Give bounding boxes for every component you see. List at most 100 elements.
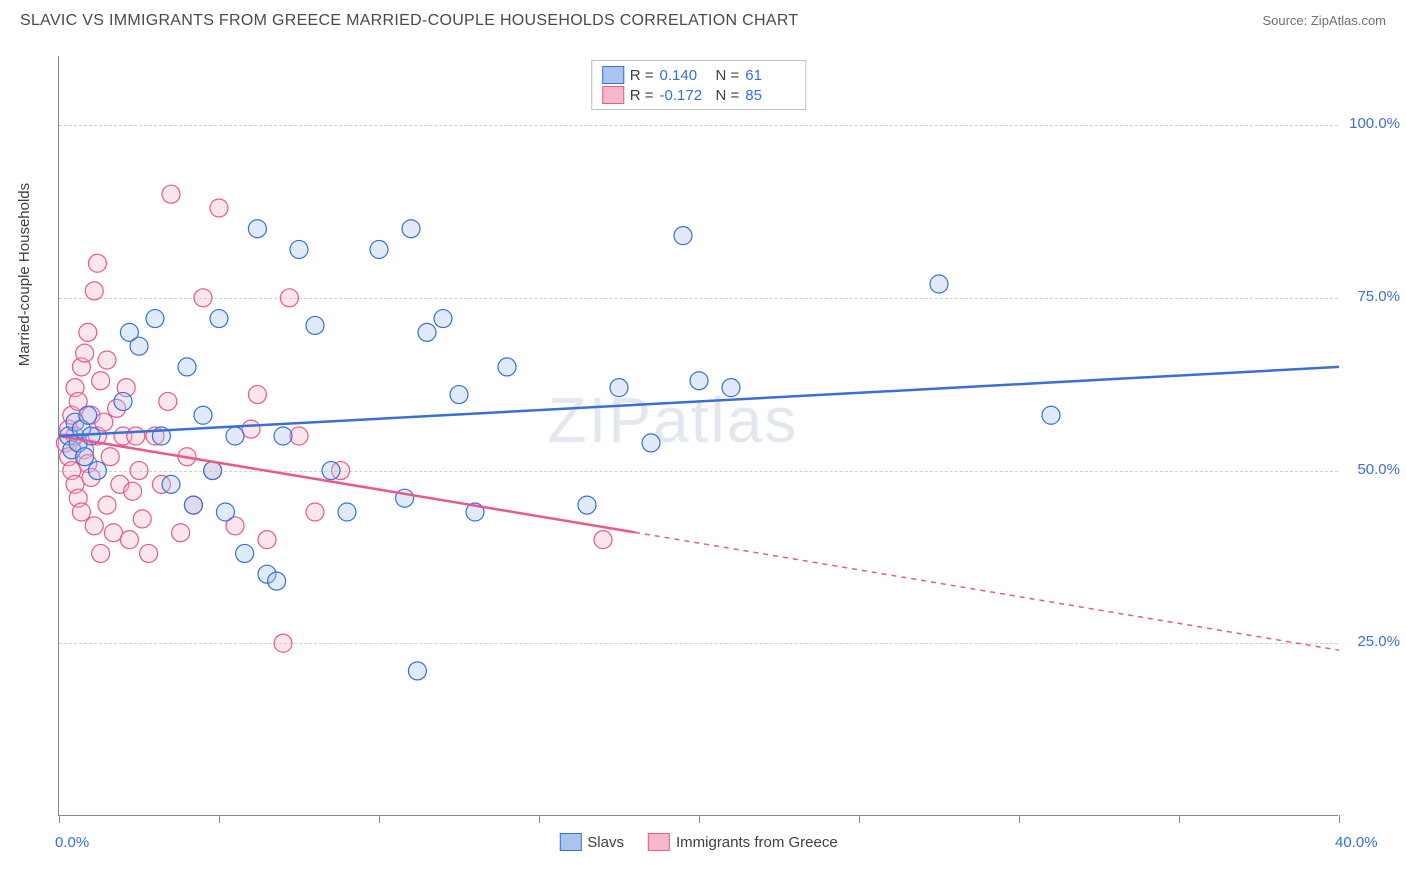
data-point <box>92 544 110 562</box>
legend-r-label: R = <box>630 87 654 104</box>
data-point <box>98 351 116 369</box>
data-point <box>1042 406 1060 424</box>
data-point <box>242 420 260 438</box>
data-point <box>120 531 138 549</box>
x-tick-label: 0.0% <box>55 834 89 851</box>
plot-svg <box>59 56 1338 815</box>
legend-n-value-slavs: 61 <box>745 67 795 84</box>
y-tick-label: 25.0% <box>1342 633 1400 650</box>
data-point <box>306 503 324 521</box>
data-point <box>194 406 212 424</box>
legend-correlation: R = 0.140 N = 61 R = -0.172 N = 85 <box>591 60 807 110</box>
data-point <box>290 240 308 258</box>
legend-r-value-slavs: 0.140 <box>660 67 710 84</box>
data-point <box>146 310 164 328</box>
legend-swatch-immigrants <box>602 86 624 104</box>
data-point <box>101 448 119 466</box>
data-point <box>140 544 158 562</box>
x-tick <box>59 815 60 823</box>
data-point <box>290 427 308 445</box>
data-point <box>930 275 948 293</box>
x-tick <box>1339 815 1340 823</box>
data-point <box>216 503 234 521</box>
data-point <box>450 386 468 404</box>
data-point <box>88 462 106 480</box>
data-point <box>159 392 177 410</box>
data-point <box>594 531 612 549</box>
data-point <box>76 448 94 466</box>
data-point <box>610 379 628 397</box>
data-point <box>178 358 196 376</box>
data-point <box>408 662 426 680</box>
data-point <box>248 386 266 404</box>
data-point <box>268 572 286 590</box>
chart-container: Married-couple Households ZIPatlas R = 0… <box>12 48 1392 868</box>
legend-n-label: N = <box>716 87 740 104</box>
data-point <box>210 310 228 328</box>
data-point <box>162 185 180 203</box>
legend-r-label: R = <box>630 67 654 84</box>
data-point <box>127 427 145 445</box>
data-point <box>72 503 90 521</box>
data-point <box>642 434 660 452</box>
plot-area: ZIPatlas R = 0.140 N = 61 R = -0.172 N =… <box>58 56 1338 816</box>
legend-r-value-immigrants: -0.172 <box>660 87 710 104</box>
data-point <box>370 240 388 258</box>
data-point <box>498 358 516 376</box>
data-point <box>226 427 244 445</box>
data-point <box>674 227 692 245</box>
legend-swatch-slavs <box>559 833 581 851</box>
data-point <box>133 510 151 528</box>
data-point <box>98 496 116 514</box>
data-point <box>184 496 202 514</box>
legend-label-immigrants: Immigrants from Greece <box>676 834 838 851</box>
y-tick-label: 50.0% <box>1342 461 1400 478</box>
legend-swatch-slavs <box>602 66 624 84</box>
x-tick <box>1019 815 1020 823</box>
legend-item-immigrants: Immigrants from Greece <box>648 833 838 851</box>
x-tick <box>699 815 700 823</box>
x-tick-label: 40.0% <box>1335 834 1378 851</box>
y-tick-label: 100.0% <box>1342 115 1400 132</box>
data-point <box>258 531 276 549</box>
data-point <box>79 323 97 341</box>
data-point <box>418 323 436 341</box>
data-point <box>722 379 740 397</box>
data-point <box>92 372 110 390</box>
legend-label-slavs: Slavs <box>587 834 624 851</box>
data-point <box>95 413 113 431</box>
legend-n-label: N = <box>716 67 740 84</box>
data-point <box>162 475 180 493</box>
data-point <box>194 289 212 307</box>
data-point <box>204 462 222 480</box>
data-point <box>236 544 254 562</box>
data-point <box>130 462 148 480</box>
data-point <box>280 289 298 307</box>
x-tick <box>1179 815 1180 823</box>
data-point <box>578 496 596 514</box>
chart-title: SLAVIC VS IMMIGRANTS FROM GREECE MARRIED… <box>20 12 798 30</box>
data-point <box>79 406 97 424</box>
data-point <box>248 220 266 238</box>
x-tick <box>379 815 380 823</box>
legend-swatch-immigrants <box>648 833 670 851</box>
data-point <box>338 503 356 521</box>
regression-line-extrapolated <box>635 532 1339 650</box>
data-point <box>690 372 708 390</box>
legend-series: Slavs Immigrants from Greece <box>559 833 837 851</box>
data-point <box>88 254 106 272</box>
data-point <box>104 524 122 542</box>
x-tick <box>859 815 860 823</box>
data-point <box>322 462 340 480</box>
data-point <box>85 282 103 300</box>
data-point <box>76 344 94 362</box>
data-point <box>124 482 142 500</box>
y-axis-label: Married-couple Households <box>16 183 33 366</box>
data-point <box>402 220 420 238</box>
legend-item-slavs: Slavs <box>559 833 624 851</box>
data-point <box>114 392 132 410</box>
data-point <box>130 337 148 355</box>
data-point <box>306 316 324 334</box>
legend-row-slavs: R = 0.140 N = 61 <box>602 65 796 85</box>
legend-row-immigrants: R = -0.172 N = 85 <box>602 85 796 105</box>
